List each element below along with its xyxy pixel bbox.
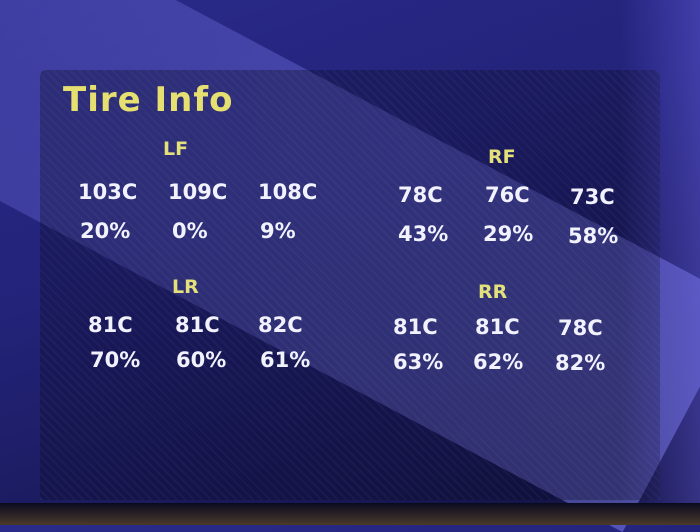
rf-wear-inner: 43% bbox=[398, 222, 449, 246]
screen-glare bbox=[620, 0, 700, 525]
lf-temp-middle: 109C bbox=[168, 180, 228, 204]
rf-temp-outer: 73C bbox=[570, 185, 615, 209]
lf-wear-middle: 0% bbox=[172, 219, 208, 243]
lr-wear-middle: 60% bbox=[176, 348, 227, 372]
tire-label-rf: RF bbox=[488, 146, 516, 168]
lf-temp-outer: 103C bbox=[78, 180, 138, 204]
rf-wear-middle: 29% bbox=[483, 222, 534, 246]
tire-label-lf: LF bbox=[163, 138, 189, 160]
lr-wear-outer: 70% bbox=[90, 348, 141, 372]
screen-bezel bbox=[0, 503, 700, 525]
rr-wear-middle: 62% bbox=[473, 350, 524, 374]
rf-wear-outer: 58% bbox=[568, 224, 619, 248]
lf-temp-inner: 108C bbox=[258, 180, 318, 204]
lr-temp-outer: 81C bbox=[88, 313, 133, 337]
lr-temp-inner: 82C bbox=[258, 313, 303, 337]
rr-temp-inner: 81C bbox=[393, 315, 438, 339]
info-panel bbox=[40, 70, 660, 500]
tire-label-lr: LR bbox=[172, 276, 199, 298]
lr-temp-middle: 81C bbox=[175, 313, 220, 337]
rr-wear-outer: 82% bbox=[555, 351, 606, 375]
lf-wear-inner: 9% bbox=[260, 219, 296, 243]
page-title: Tire Info bbox=[63, 80, 234, 120]
carbon-texture bbox=[40, 70, 660, 500]
rr-temp-middle: 81C bbox=[475, 315, 520, 339]
rf-temp-inner: 78C bbox=[398, 183, 443, 207]
rr-wear-inner: 63% bbox=[393, 350, 444, 374]
rf-temp-middle: 76C bbox=[485, 183, 530, 207]
lf-wear-outer: 20% bbox=[80, 219, 131, 243]
lr-wear-inner: 61% bbox=[260, 348, 311, 372]
tire-label-rr: RR bbox=[478, 281, 508, 303]
rr-temp-outer: 78C bbox=[558, 316, 603, 340]
